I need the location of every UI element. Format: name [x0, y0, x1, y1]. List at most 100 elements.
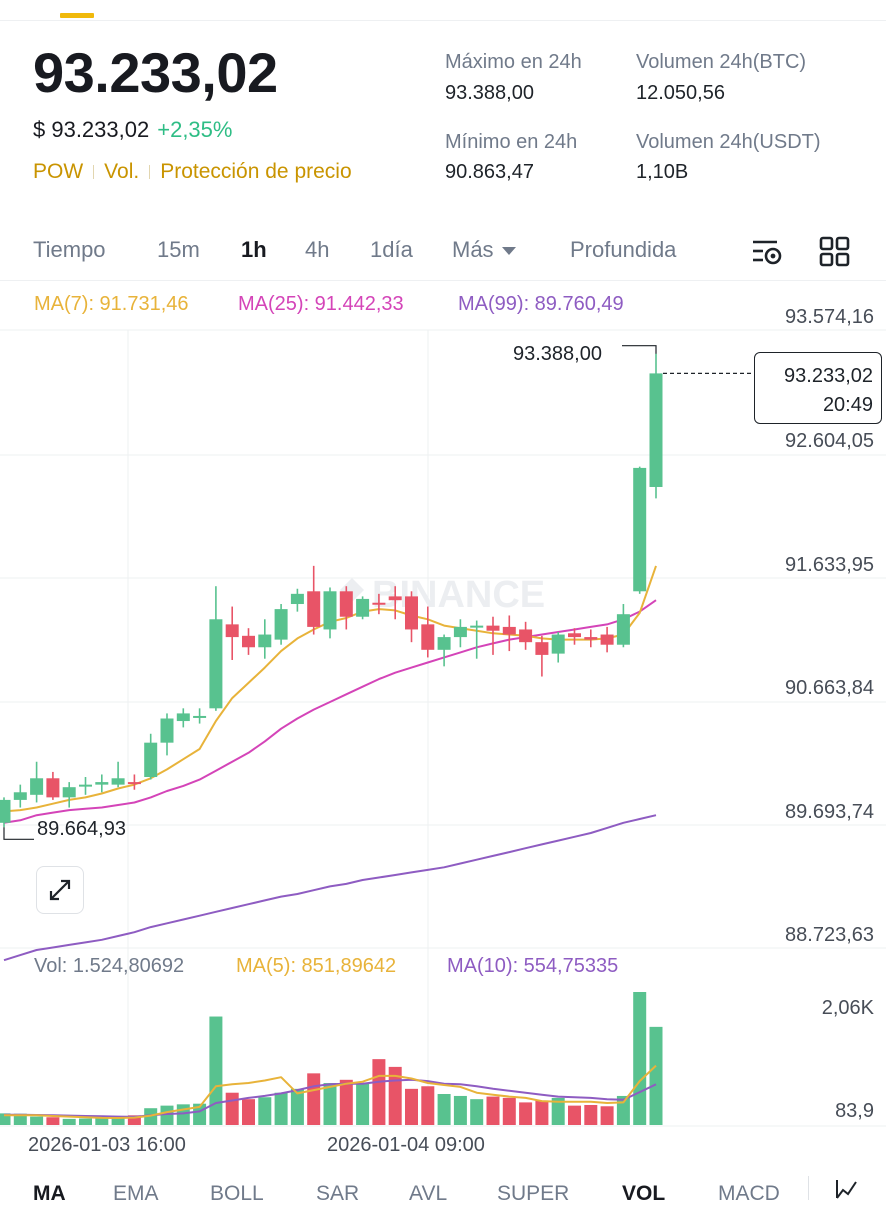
candle-body — [242, 635, 255, 648]
candle-body — [633, 467, 647, 592]
fullscreen-button[interactable] — [36, 866, 84, 914]
indicator-settings-icon[interactable] — [834, 1178, 864, 1200]
vol-ma10-line — [4, 1078, 657, 1118]
volume-bar — [600, 1106, 614, 1125]
ma99-legend: MA(99): 89.760,49 — [458, 293, 624, 315]
min-price-marker: 89.664,93 — [37, 818, 126, 840]
volume-bar — [127, 1115, 141, 1125]
tab-depth[interactable]: Profundida — [570, 237, 677, 262]
tab-15m[interactable]: 15m — [157, 237, 200, 262]
candle-body — [160, 718, 174, 743]
indicator-sar[interactable]: SAR — [316, 1182, 360, 1205]
max-price-marker: 93.388,00 — [513, 343, 602, 365]
chevron-down-icon — [501, 247, 516, 256]
interval-tabs: Tiempo 15m 1h 4h 1día Más Profundida — [33, 237, 853, 267]
candle-body — [405, 596, 418, 630]
candle-body — [274, 609, 288, 640]
candle-body — [95, 782, 109, 785]
volume-bar — [225, 1092, 239, 1125]
indicator-ma[interactable]: MA — [33, 1182, 66, 1205]
low-24h-value: 90.863,47 — [445, 161, 534, 183]
price-axis-label: 89.693,74 — [785, 801, 874, 823]
candle-body — [0, 799, 11, 823]
price-change: +2,35% — [157, 117, 233, 142]
candle-body — [486, 625, 500, 631]
indicator-super[interactable]: SUPER — [497, 1182, 570, 1205]
ma25-line — [3, 599, 657, 824]
volume-axis-label: 83,9 — [835, 1100, 874, 1122]
volume-bar — [160, 1105, 174, 1125]
volume-bar — [258, 1097, 272, 1125]
candle-body — [209, 619, 223, 709]
tab-1d[interactable]: 1día — [370, 237, 413, 262]
volume-bar — [176, 1104, 190, 1125]
volume-bar — [421, 1086, 435, 1125]
volume-bar — [551, 1097, 565, 1125]
usd-price: $ 93.233,02 — [33, 117, 150, 142]
volume-bar — [519, 1102, 533, 1125]
indicator-tabs: MA EMA BOLL SAR AVL SUPER VOL MACD — [0, 1172, 886, 1205]
tag-price-protection[interactable]: Protección de precio — [160, 160, 352, 183]
volume-bar — [323, 1083, 337, 1125]
candle-body — [193, 715, 207, 718]
volume-bar — [453, 1095, 467, 1125]
candle-body — [600, 634, 614, 645]
candle-body — [519, 629, 533, 643]
candle-body — [584, 637, 598, 640]
candle-body — [111, 778, 125, 785]
ma25-legend: MA(25): 91.442,33 — [238, 293, 404, 315]
tag-pow[interactable]: POW — [33, 160, 84, 183]
volume-bar — [111, 1117, 125, 1125]
indicator-ema[interactable]: EMA — [113, 1182, 159, 1205]
max-marker-leader — [622, 345, 657, 354]
current-price-value: 93.233,02 — [784, 365, 873, 387]
volume-axis-label: 2,06K — [821, 997, 874, 1019]
candle-body — [535, 642, 549, 655]
high-24h-label: Máximo en 24h — [445, 51, 582, 73]
candle-body — [551, 634, 565, 654]
vol-ma10-legend: MA(10): 554,75335 — [447, 955, 619, 977]
candle-body — [437, 637, 451, 650]
candle-countdown: 20:49 — [822, 394, 873, 416]
tab-time[interactable]: Tiempo — [33, 237, 106, 262]
volume-bar — [242, 1099, 255, 1125]
chart-settings-icon[interactable] — [750, 235, 784, 269]
active-tab-indicator — [60, 13, 94, 18]
volume-bar — [633, 992, 647, 1125]
tab-more[interactable]: Más — [452, 237, 516, 263]
candle-body — [79, 784, 92, 787]
candle-body — [470, 625, 484, 628]
min-marker-leader — [3, 827, 34, 840]
volume-bar — [437, 1094, 451, 1125]
vol-usdt-label: Volumen 24h(USDT) — [636, 131, 821, 153]
volume-bar — [13, 1113, 27, 1125]
price-axis-label: 88.723,63 — [785, 924, 874, 946]
indicator-macd[interactable]: MACD — [718, 1182, 780, 1205]
indicator-avl[interactable]: AVL — [409, 1182, 448, 1205]
candle-body — [388, 596, 402, 601]
volume-bar — [470, 1099, 484, 1125]
grid-layout-icon[interactable] — [818, 235, 852, 269]
volume-bar — [405, 1088, 418, 1125]
tab-1h[interactable]: 1h — [241, 237, 267, 262]
indicator-vol[interactable]: VOL — [622, 1182, 666, 1205]
volume-bar — [486, 1096, 500, 1125]
tabs-divider — [0, 280, 886, 281]
tag-divider — [93, 165, 95, 179]
tag-vol[interactable]: Vol. — [104, 160, 140, 183]
candle-body — [307, 591, 321, 627]
volume-bar — [649, 1026, 663, 1125]
candle-body — [356, 598, 370, 617]
tag-divider — [149, 165, 151, 179]
candle-body — [323, 591, 337, 630]
tab-4h[interactable]: 4h — [305, 237, 330, 262]
candle-body — [568, 633, 581, 638]
volume-bar — [502, 1097, 516, 1125]
volume-bar — [339, 1079, 353, 1125]
ma7-legend: MA(7): 91.731,46 — [34, 293, 189, 315]
time-axis-label: 2026-01-04 09:00 — [327, 1134, 485, 1156]
indicator-boll[interactable]: BOLL — [210, 1182, 264, 1205]
candle-body — [649, 373, 663, 487]
candle-body — [616, 614, 630, 645]
